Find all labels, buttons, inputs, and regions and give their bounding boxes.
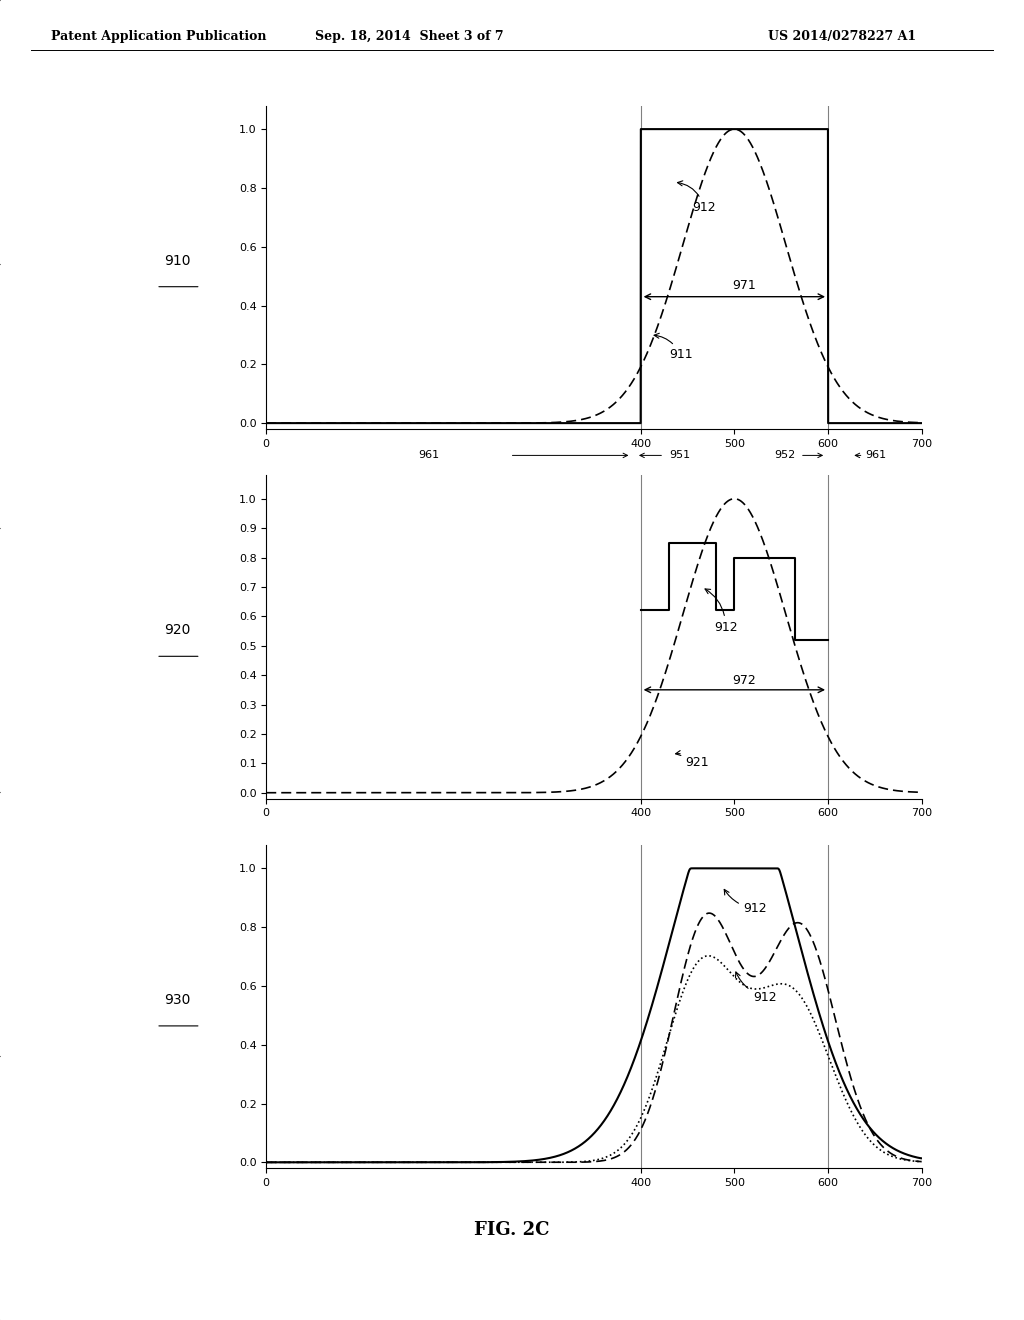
Text: Sep. 18, 2014  Sheet 3 of 7: Sep. 18, 2014 Sheet 3 of 7 xyxy=(315,30,504,44)
Text: 912: 912 xyxy=(678,181,716,214)
Text: 951: 951 xyxy=(669,450,690,461)
Text: 912: 912 xyxy=(706,589,737,634)
Text: 911: 911 xyxy=(654,333,692,362)
Text: Patent Application Publication: Patent Application Publication xyxy=(51,30,266,44)
Text: 961: 961 xyxy=(419,450,439,461)
Text: 912: 912 xyxy=(735,972,776,1003)
Text: FIG. 2C: FIG. 2C xyxy=(474,1221,550,1239)
Text: 921: 921 xyxy=(676,751,710,770)
Text: US 2014/0278227 A1: US 2014/0278227 A1 xyxy=(768,30,916,44)
Text: 961: 961 xyxy=(865,450,887,461)
Text: 971: 971 xyxy=(732,280,756,292)
Text: 930: 930 xyxy=(165,993,190,1007)
Text: 920: 920 xyxy=(165,623,190,638)
Text: 912: 912 xyxy=(724,890,767,916)
Text: 972: 972 xyxy=(732,675,756,686)
Text: 910: 910 xyxy=(165,253,191,268)
Text: 952: 952 xyxy=(774,450,796,461)
